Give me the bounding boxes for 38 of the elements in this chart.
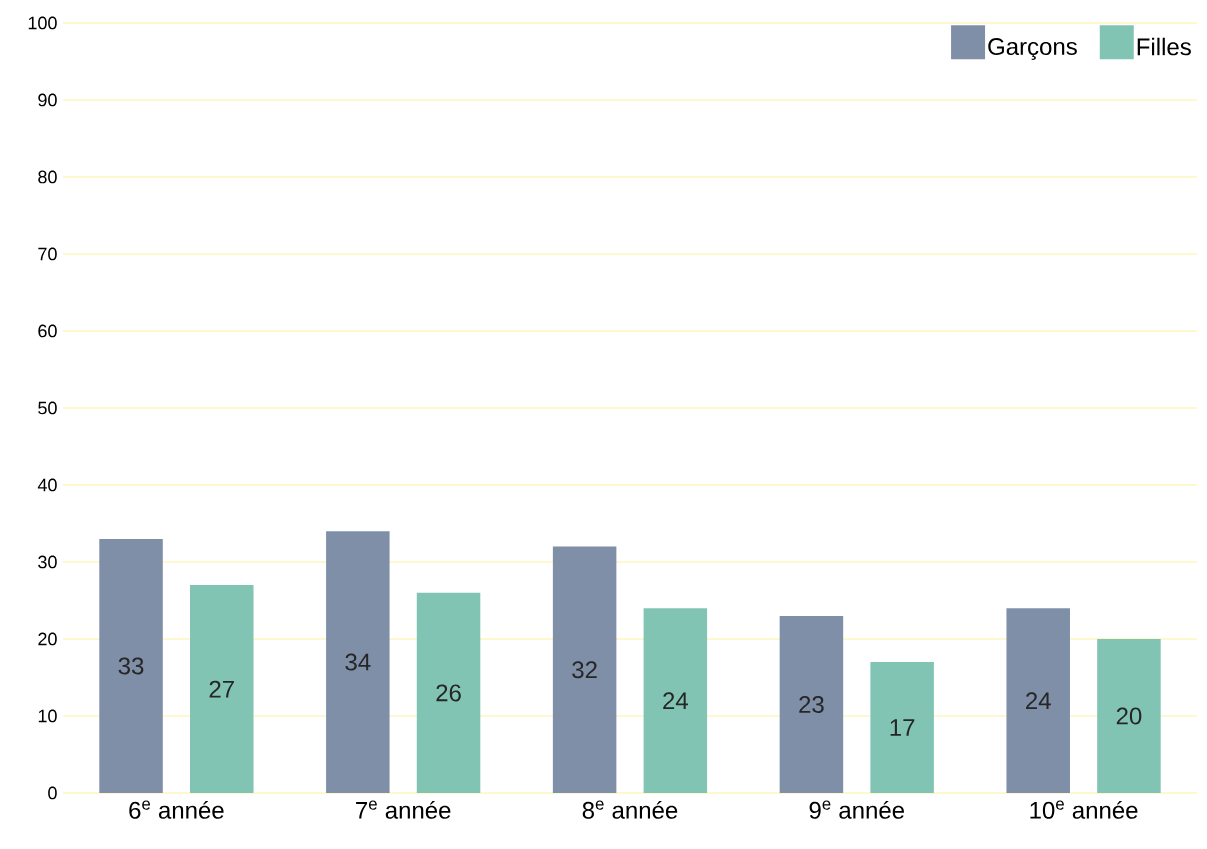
- data-label: 26: [436, 684, 461, 702]
- data-label: 27: [209, 680, 234, 698]
- bar: [643, 608, 708, 793]
- y-tick-label: 20: [38, 632, 57, 646]
- y-tick-label: 10: [38, 709, 57, 723]
- x-tick-label: 6$^{e}$ année: [129, 800, 224, 819]
- legend-label: Filles: [1137, 37, 1191, 56]
- data-label: 34: [345, 653, 371, 671]
- legend-label: Garçons: [988, 38, 1077, 60]
- x-tick-label: 7$^{e}$ année: [356, 800, 451, 819]
- bar: [416, 592, 481, 793]
- bar: [1006, 608, 1070, 793]
- bar: [870, 662, 934, 793]
- data-label: 17: [890, 719, 915, 736]
- data-label: 23: [799, 695, 824, 713]
- data-label: 24: [663, 692, 688, 709]
- bar: [190, 585, 254, 793]
- bar: [1097, 639, 1161, 793]
- y-tick-label: 50: [38, 401, 57, 415]
- y-tick-label: 70: [38, 247, 57, 261]
- y-tick-label: 0: [48, 786, 57, 800]
- data-label: 24: [1026, 692, 1051, 709]
- y-tick-label: 80: [38, 170, 57, 184]
- bar: [326, 531, 390, 793]
- y-tick-label: 30: [38, 555, 57, 569]
- x-tick-label: 10$^{e}$ année: [1030, 800, 1138, 819]
- x-tick-label: 8$^{e}$ année: [582, 800, 678, 819]
- y-tick-label: 100: [28, 16, 57, 30]
- y-tick-label: 60: [38, 324, 57, 338]
- data-label: 33: [118, 657, 144, 675]
- data-label: 20: [1116, 707, 1142, 725]
- bar: [779, 615, 844, 793]
- x-tick-label: 9$^{e}$ année: [809, 800, 904, 819]
- bar: [99, 538, 163, 793]
- bar: [552, 546, 617, 793]
- y-tick-label: 90: [38, 93, 57, 107]
- data-label: 32: [572, 661, 597, 679]
- y-tick-label: 40: [37, 478, 57, 492]
